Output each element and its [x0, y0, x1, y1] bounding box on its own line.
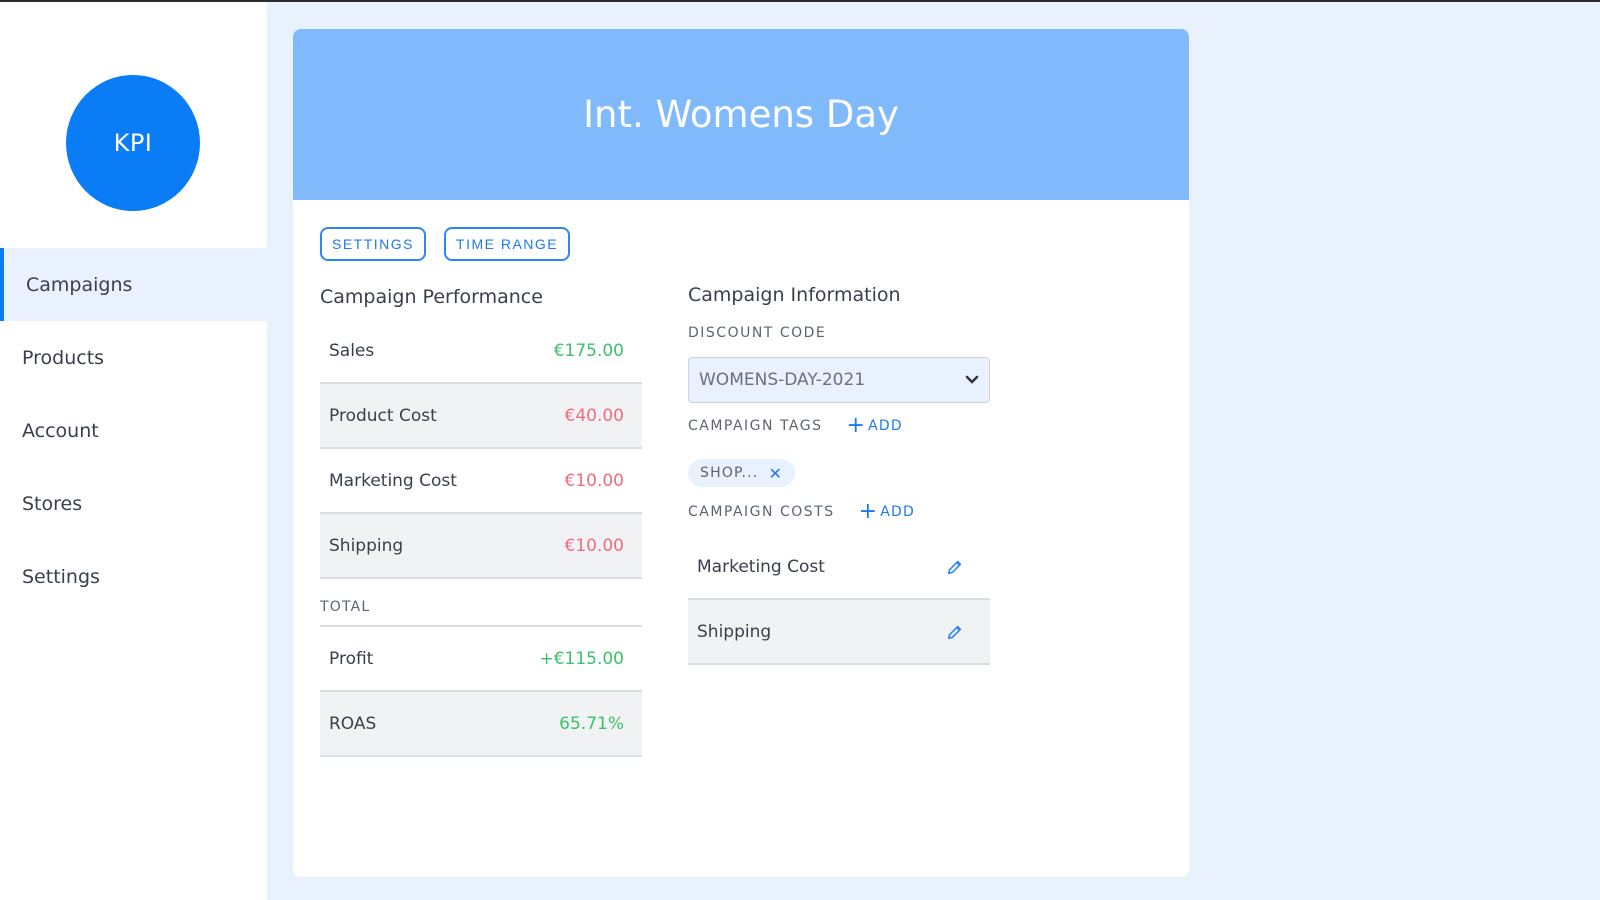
sidebar-item-label: Account	[22, 419, 99, 442]
performance-row-sales: Sales €175.00	[320, 319, 642, 384]
sidebar-item-label: Settings	[22, 565, 100, 588]
campaign-tag[interactable]: SHOP... ✕	[688, 459, 796, 487]
plus-icon: +	[858, 499, 879, 524]
row-value: +€115.00	[539, 648, 624, 669]
campaign-header: Int. Womens Day	[293, 29, 1189, 200]
campaign-actions: SETTINGS TIME RANGE	[320, 227, 571, 261]
performance-title: Campaign Performance	[320, 286, 543, 308]
campaign-performance: Campaign Performance Sales €175.00 Produ…	[320, 275, 642, 757]
row-label: Marketing Cost	[329, 470, 457, 491]
window-top-border	[0, 0, 1600, 2]
cost-row-marketing: Marketing Cost	[688, 535, 990, 600]
sidebar-item-stores[interactable]: Stores	[0, 467, 267, 540]
campaign-tags-header: CAMPAIGN TAGS + ADD	[688, 415, 990, 437]
sidebar-item-campaigns[interactable]: Campaigns	[0, 248, 267, 321]
close-icon[interactable]: ✕	[768, 463, 784, 483]
chevron-down-icon	[965, 375, 979, 384]
campaign-tags-label: CAMPAIGN TAGS	[688, 418, 823, 434]
sidebar-item-account[interactable]: Account	[0, 394, 267, 467]
performance-row-marketing-cost: Marketing Cost €10.00	[320, 449, 642, 514]
total-label: TOTAL	[320, 579, 642, 627]
campaign-title: Int. Womens Day	[583, 93, 899, 136]
sidebar-item-label: Products	[22, 346, 105, 369]
performance-row-profit: Profit +€115.00	[320, 627, 642, 692]
row-value: 65.71%	[559, 713, 624, 734]
row-value: €10.00	[564, 535, 624, 556]
cost-label: Marketing Cost	[697, 556, 825, 577]
sidebar-nav: Campaigns Products Account Stores Settin…	[0, 248, 267, 613]
campaign-costs-header: CAMPAIGN COSTS + ADD	[688, 501, 990, 523]
row-label: Profit	[329, 648, 374, 669]
campaign-information: Campaign Information DISCOUNT CODE WOMEN…	[688, 275, 990, 665]
sidebar-item-label: Stores	[22, 492, 83, 515]
settings-button[interactable]: SETTINGS	[320, 227, 427, 261]
row-label: Shipping	[329, 535, 404, 556]
sidebar: KPI Campaigns Products Account Stores Se…	[0, 2, 267, 900]
row-label: Product Cost	[329, 405, 437, 426]
information-title: Campaign Information	[688, 284, 901, 306]
add-label: ADD	[880, 504, 915, 520]
sidebar-item-label: Campaigns	[26, 273, 133, 296]
performance-row-roas: ROAS 65.71%	[320, 692, 642, 757]
campaign-costs-label: CAMPAIGN COSTS	[688, 504, 835, 520]
campaign-card: Int. Womens Day SETTINGS TIME RANGE Camp…	[293, 29, 1189, 877]
row-label: ROAS	[329, 713, 377, 734]
row-value: €40.00	[564, 405, 624, 426]
discount-code-value: WOMENS-DAY-2021	[699, 370, 866, 390]
pencil-icon[interactable]	[946, 558, 964, 576]
row-label: Sales	[329, 340, 375, 361]
discount-code-label: DISCOUNT CODE	[688, 325, 827, 341]
tag-label: SHOP...	[700, 465, 759, 481]
logo[interactable]: KPI	[66, 75, 200, 211]
cost-label: Shipping	[697, 621, 772, 642]
row-value: €10.00	[564, 470, 624, 491]
cost-row-shipping: Shipping	[688, 600, 990, 665]
add-cost-button[interactable]: + ADD	[859, 501, 915, 523]
add-tag-button[interactable]: + ADD	[847, 415, 903, 437]
cost-list: Marketing Cost Shipping	[688, 535, 990, 665]
discount-code-select[interactable]: WOMENS-DAY-2021	[688, 357, 990, 403]
add-label: ADD	[868, 418, 903, 434]
tag-list: SHOP... ✕	[688, 459, 990, 487]
time-range-button[interactable]: TIME RANGE	[444, 227, 571, 261]
performance-row-product-cost: Product Cost €40.00	[320, 384, 642, 449]
logo-text: KPI	[113, 129, 153, 157]
pencil-icon[interactable]	[946, 623, 964, 641]
sidebar-item-settings[interactable]: Settings	[0, 540, 267, 613]
sidebar-item-products[interactable]: Products	[0, 321, 267, 394]
plus-icon: +	[846, 413, 867, 438]
performance-row-shipping: Shipping €10.00	[320, 514, 642, 579]
row-value: €175.00	[553, 340, 624, 361]
